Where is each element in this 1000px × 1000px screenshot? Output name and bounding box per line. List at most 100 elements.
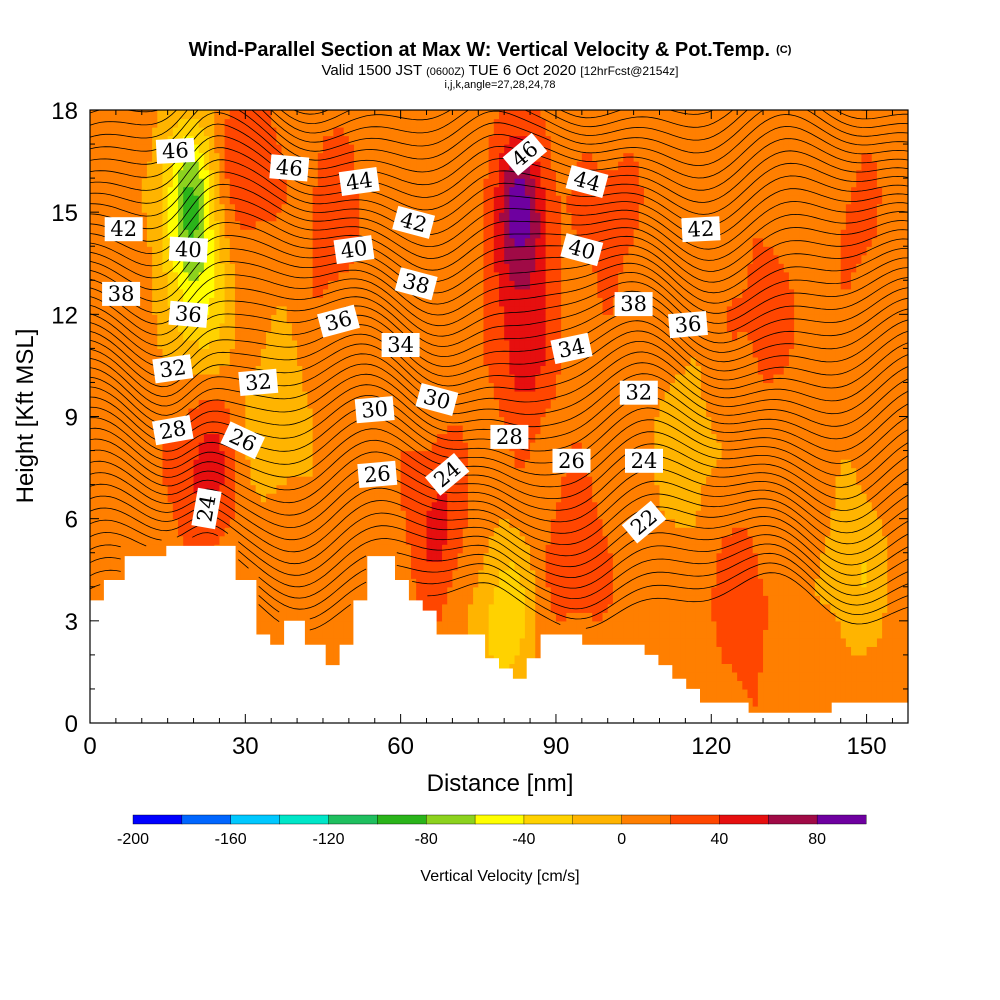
velocity-cell bbox=[680, 637, 686, 647]
velocity-cell bbox=[819, 484, 826, 494]
velocity-cell bbox=[343, 527, 350, 537]
velocity-cell bbox=[442, 603, 448, 613]
velocity-cell bbox=[110, 510, 117, 520]
velocity-cell bbox=[892, 518, 899, 528]
velocity-cell bbox=[706, 459, 712, 469]
velocity-cell bbox=[540, 501, 547, 511]
velocity-cell bbox=[95, 450, 101, 460]
velocity-cell bbox=[178, 518, 184, 528]
velocity-cell bbox=[100, 586, 107, 596]
velocity-cell bbox=[726, 527, 733, 537]
velocity-cell bbox=[628, 612, 635, 622]
velocity-cell bbox=[322, 459, 329, 469]
velocity-cell bbox=[121, 535, 127, 545]
velocity-cell bbox=[343, 510, 350, 520]
velocity-cell bbox=[219, 510, 226, 520]
velocity-cell bbox=[612, 552, 619, 562]
velocity-cell bbox=[669, 620, 676, 630]
velocity-cell bbox=[416, 527, 422, 537]
velocity-cell bbox=[607, 629, 614, 639]
velocity-cell bbox=[690, 646, 697, 656]
velocity-cell bbox=[814, 646, 821, 656]
velocity-cell bbox=[312, 629, 319, 639]
velocity-cell bbox=[773, 459, 780, 469]
velocity-cell bbox=[871, 603, 878, 613]
velocity-cell bbox=[902, 518, 908, 528]
velocity-cell bbox=[887, 484, 894, 494]
velocity-cell bbox=[866, 484, 873, 494]
velocity-cell bbox=[322, 578, 329, 588]
velocity-cell bbox=[675, 620, 681, 630]
velocity-cell bbox=[618, 561, 624, 571]
velocity-cell bbox=[773, 603, 780, 613]
velocity-cell bbox=[260, 552, 267, 562]
velocity-cell bbox=[882, 603, 888, 613]
velocity-cell bbox=[473, 535, 479, 545]
velocity-cell bbox=[410, 569, 417, 579]
velocity-cell bbox=[426, 544, 433, 554]
velocity-cell bbox=[618, 620, 624, 630]
velocity-cell bbox=[763, 527, 769, 537]
velocity-cell bbox=[871, 569, 878, 579]
velocity-cell bbox=[809, 671, 816, 682]
velocity-cell bbox=[882, 544, 888, 554]
velocity-cell bbox=[524, 518, 531, 528]
velocity-cell bbox=[830, 603, 837, 613]
velocity-cell bbox=[121, 484, 127, 494]
velocity-cell bbox=[783, 612, 790, 622]
velocity-cell bbox=[773, 654, 780, 664]
velocity-cell bbox=[737, 578, 743, 588]
velocity-cell bbox=[442, 586, 448, 596]
velocity-cell bbox=[819, 688, 826, 699]
velocity-cell bbox=[499, 569, 505, 579]
velocity-cell bbox=[587, 578, 593, 588]
velocity-cell bbox=[535, 459, 542, 469]
velocity-cell bbox=[851, 578, 857, 588]
velocity-cell bbox=[638, 595, 645, 605]
velocity-cell bbox=[876, 459, 883, 469]
velocity-cell bbox=[478, 561, 485, 571]
velocity-cell bbox=[400, 493, 407, 503]
velocity-cell bbox=[561, 476, 567, 486]
velocity-cell bbox=[845, 510, 852, 520]
velocity-cell bbox=[804, 510, 811, 520]
velocity-cell bbox=[814, 535, 821, 545]
velocity-cell bbox=[126, 510, 133, 520]
velocity-cell bbox=[902, 595, 908, 605]
velocity-cell bbox=[514, 595, 521, 605]
velocity-cell bbox=[638, 637, 645, 647]
velocity-cell bbox=[555, 484, 562, 494]
velocity-cell bbox=[271, 569, 277, 579]
velocity-cell bbox=[581, 561, 588, 571]
velocity-cell bbox=[788, 646, 795, 656]
velocity-cell bbox=[90, 527, 96, 537]
velocity-cell bbox=[721, 527, 728, 537]
velocity-cell bbox=[752, 476, 759, 486]
velocity-cell bbox=[467, 603, 474, 613]
velocity-cell bbox=[95, 484, 101, 494]
velocity-cell bbox=[612, 467, 619, 477]
velocity-cell bbox=[447, 493, 454, 503]
velocity-cell bbox=[887, 654, 894, 664]
velocity-cell bbox=[861, 620, 868, 630]
velocity-cell bbox=[141, 544, 148, 554]
velocity-cell bbox=[385, 518, 391, 528]
velocity-cell bbox=[794, 637, 800, 647]
velocity-cell bbox=[633, 476, 640, 486]
velocity-cell bbox=[845, 501, 852, 511]
velocity-cell bbox=[664, 484, 671, 494]
velocity-cell bbox=[266, 527, 272, 537]
velocity-cell bbox=[721, 646, 728, 656]
velocity-cell bbox=[550, 620, 557, 630]
velocity-cell bbox=[716, 629, 723, 639]
velocity-cell bbox=[695, 646, 702, 656]
velocity-cell bbox=[840, 612, 847, 622]
velocity-cell bbox=[229, 535, 236, 545]
velocity-cell bbox=[126, 535, 133, 545]
velocity-cell bbox=[514, 484, 521, 494]
velocity-cell bbox=[188, 459, 195, 469]
velocity-cell bbox=[856, 680, 863, 690]
velocity-cell bbox=[835, 654, 842, 664]
velocity-cell bbox=[731, 595, 738, 605]
velocity-cell bbox=[276, 450, 283, 460]
